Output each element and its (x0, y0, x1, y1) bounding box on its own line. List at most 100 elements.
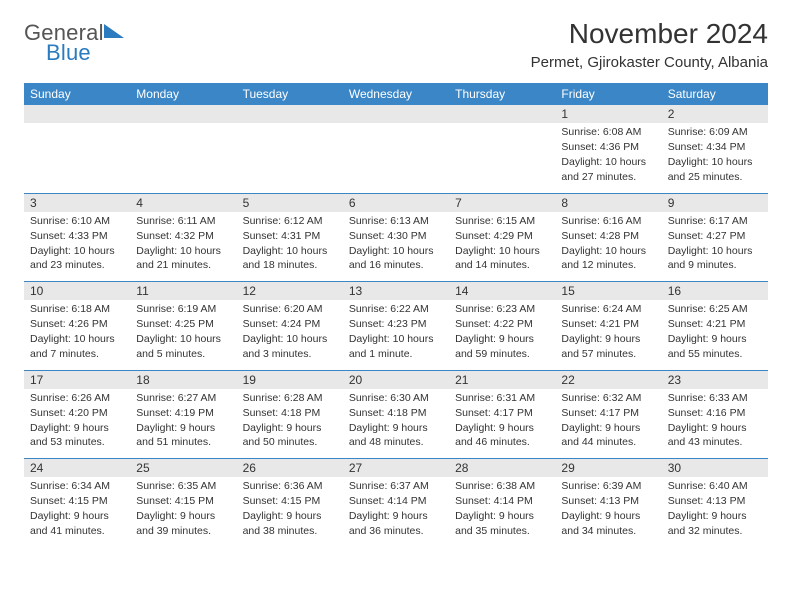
daylight-text: Daylight: 9 hours and 32 minutes. (668, 509, 762, 537)
sunrise-text: Sunrise: 6:32 AM (561, 391, 655, 405)
header: General Blue November 2024 Permet, Gjiro… (24, 18, 768, 71)
sunset-text: Sunset: 4:32 PM (136, 229, 230, 243)
sunrise-text: Sunrise: 6:30 AM (349, 391, 443, 405)
day-header: Sunday (24, 83, 130, 105)
day-cell: Sunrise: 6:18 AMSunset: 4:26 PMDaylight:… (24, 300, 130, 370)
day-number (343, 105, 449, 123)
day-content-row: Sunrise: 6:08 AMSunset: 4:36 PMDaylight:… (24, 123, 768, 193)
day-number (130, 105, 236, 123)
day-cell: Sunrise: 6:34 AMSunset: 4:15 PMDaylight:… (24, 477, 130, 547)
daylight-text: Daylight: 9 hours and 46 minutes. (455, 421, 549, 449)
day-number: 20 (343, 370, 449, 389)
day-number: 25 (130, 459, 236, 478)
sunset-text: Sunset: 4:22 PM (455, 317, 549, 331)
title-block: November 2024 Permet, Gjirokaster County… (531, 18, 768, 71)
daylight-text: Daylight: 10 hours and 7 minutes. (30, 332, 124, 360)
day-cell: Sunrise: 6:33 AMSunset: 4:16 PMDaylight:… (662, 389, 768, 459)
sunrise-text: Sunrise: 6:24 AM (561, 302, 655, 316)
sunset-text: Sunset: 4:15 PM (136, 494, 230, 508)
daylight-text: Daylight: 9 hours and 34 minutes. (561, 509, 655, 537)
sunset-text: Sunset: 4:21 PM (668, 317, 762, 331)
day-cell: Sunrise: 6:23 AMSunset: 4:22 PMDaylight:… (449, 300, 555, 370)
sunset-text: Sunset: 4:21 PM (561, 317, 655, 331)
day-cell: Sunrise: 6:08 AMSunset: 4:36 PMDaylight:… (555, 123, 661, 193)
day-cell: Sunrise: 6:20 AMSunset: 4:24 PMDaylight:… (237, 300, 343, 370)
day-number: 19 (237, 370, 343, 389)
day-number: 7 (449, 193, 555, 212)
sunrise-text: Sunrise: 6:22 AM (349, 302, 443, 316)
daylight-text: Daylight: 9 hours and 36 minutes. (349, 509, 443, 537)
daylight-text: Daylight: 10 hours and 9 minutes. (668, 244, 762, 272)
day-number-row: 17181920212223 (24, 370, 768, 389)
day-number (237, 105, 343, 123)
day-number: 15 (555, 282, 661, 301)
day-number: 9 (662, 193, 768, 212)
day-header: Friday (555, 83, 661, 105)
day-number: 16 (662, 282, 768, 301)
sunset-text: Sunset: 4:15 PM (243, 494, 337, 508)
daylight-text: Daylight: 10 hours and 23 minutes. (30, 244, 124, 272)
day-cell: Sunrise: 6:10 AMSunset: 4:33 PMDaylight:… (24, 212, 130, 282)
day-cell: Sunrise: 6:11 AMSunset: 4:32 PMDaylight:… (130, 212, 236, 282)
day-number: 2 (662, 105, 768, 123)
day-cell (130, 123, 236, 193)
day-cell: Sunrise: 6:16 AMSunset: 4:28 PMDaylight:… (555, 212, 661, 282)
sunset-text: Sunset: 4:33 PM (30, 229, 124, 243)
day-number-row: 24252627282930 (24, 459, 768, 478)
day-number: 8 (555, 193, 661, 212)
sunrise-text: Sunrise: 6:40 AM (668, 479, 762, 493)
sunset-text: Sunset: 4:30 PM (349, 229, 443, 243)
page: General Blue November 2024 Permet, Gjiro… (0, 0, 792, 565)
day-number: 23 (662, 370, 768, 389)
daylight-text: Daylight: 10 hours and 21 minutes. (136, 244, 230, 272)
location: Permet, Gjirokaster County, Albania (531, 54, 768, 71)
day-cell: Sunrise: 6:27 AMSunset: 4:19 PMDaylight:… (130, 389, 236, 459)
day-cell: Sunrise: 6:32 AMSunset: 4:17 PMDaylight:… (555, 389, 661, 459)
sunrise-text: Sunrise: 6:15 AM (455, 214, 549, 228)
day-header: Tuesday (237, 83, 343, 105)
day-header: Saturday (662, 83, 768, 105)
sunrise-text: Sunrise: 6:28 AM (243, 391, 337, 405)
sunset-text: Sunset: 4:17 PM (455, 406, 549, 420)
day-number: 3 (24, 193, 130, 212)
calendar-table: Sunday Monday Tuesday Wednesday Thursday… (24, 83, 768, 547)
day-number: 13 (343, 282, 449, 301)
day-cell: Sunrise: 6:22 AMSunset: 4:23 PMDaylight:… (343, 300, 449, 370)
sunset-text: Sunset: 4:13 PM (668, 494, 762, 508)
sunrise-text: Sunrise: 6:11 AM (136, 214, 230, 228)
day-number: 1 (555, 105, 661, 123)
day-number: 11 (130, 282, 236, 301)
day-cell: Sunrise: 6:35 AMSunset: 4:15 PMDaylight:… (130, 477, 236, 547)
sunset-text: Sunset: 4:18 PM (243, 406, 337, 420)
day-number: 6 (343, 193, 449, 212)
daylight-text: Daylight: 10 hours and 1 minute. (349, 332, 443, 360)
sunset-text: Sunset: 4:31 PM (243, 229, 337, 243)
day-cell: Sunrise: 6:24 AMSunset: 4:21 PMDaylight:… (555, 300, 661, 370)
daylight-text: Daylight: 9 hours and 57 minutes. (561, 332, 655, 360)
sunrise-text: Sunrise: 6:25 AM (668, 302, 762, 316)
sunset-text: Sunset: 4:29 PM (455, 229, 549, 243)
day-number: 22 (555, 370, 661, 389)
day-number: 26 (237, 459, 343, 478)
sunset-text: Sunset: 4:28 PM (561, 229, 655, 243)
day-cell: Sunrise: 6:09 AMSunset: 4:34 PMDaylight:… (662, 123, 768, 193)
day-number: 24 (24, 459, 130, 478)
day-number: 28 (449, 459, 555, 478)
day-number: 4 (130, 193, 236, 212)
day-number: 12 (237, 282, 343, 301)
daylight-text: Daylight: 9 hours and 55 minutes. (668, 332, 762, 360)
daylight-text: Daylight: 10 hours and 25 minutes. (668, 155, 762, 183)
daylight-text: Daylight: 9 hours and 44 minutes. (561, 421, 655, 449)
sunset-text: Sunset: 4:14 PM (349, 494, 443, 508)
sunset-text: Sunset: 4:26 PM (30, 317, 124, 331)
day-cell: Sunrise: 6:12 AMSunset: 4:31 PMDaylight:… (237, 212, 343, 282)
calendar-header-row: Sunday Monday Tuesday Wednesday Thursday… (24, 83, 768, 105)
day-number-row: 10111213141516 (24, 282, 768, 301)
day-cell: Sunrise: 6:37 AMSunset: 4:14 PMDaylight:… (343, 477, 449, 547)
sunrise-text: Sunrise: 6:20 AM (243, 302, 337, 316)
day-number: 18 (130, 370, 236, 389)
daylight-text: Daylight: 9 hours and 53 minutes. (30, 421, 124, 449)
sunrise-text: Sunrise: 6:26 AM (30, 391, 124, 405)
daylight-text: Daylight: 10 hours and 5 minutes. (136, 332, 230, 360)
day-header: Wednesday (343, 83, 449, 105)
